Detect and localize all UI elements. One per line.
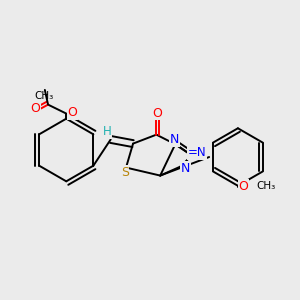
Text: N: N <box>169 133 179 146</box>
Text: H: H <box>103 125 112 138</box>
Text: =N: =N <box>188 146 206 159</box>
Text: CH₃: CH₃ <box>34 91 53 101</box>
Text: S: S <box>121 166 129 178</box>
Text: N: N <box>181 162 190 175</box>
Text: O: O <box>239 180 249 193</box>
Text: O: O <box>31 102 40 115</box>
Text: O: O <box>68 106 78 119</box>
Text: CH₃: CH₃ <box>256 182 276 191</box>
Text: O: O <box>152 107 162 120</box>
